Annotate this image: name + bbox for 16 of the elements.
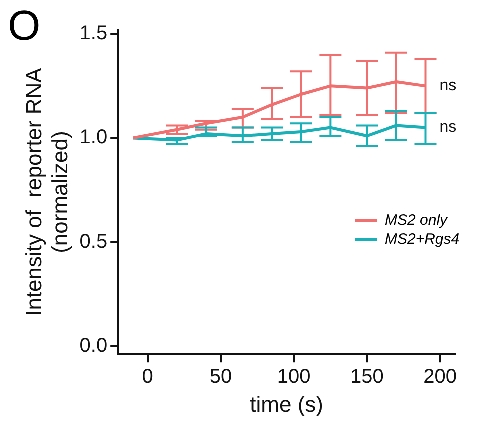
x-tick-label: 50 — [210, 366, 232, 388]
legend-label: MS2+Rgs4 — [385, 231, 460, 248]
annotation: ns — [440, 78, 457, 95]
x-tick-label: 200 — [424, 366, 458, 388]
x-tick-label: 150 — [350, 366, 384, 388]
x-tick-label: 100 — [277, 366, 311, 388]
annotation: ns — [440, 119, 457, 136]
x-tick-label: 0 — [142, 366, 154, 388]
y-tick-label: 1.0 — [80, 126, 108, 149]
text: O — [8, 2, 41, 50]
x-axis-title: time (s) — [250, 392, 324, 417]
y-tick-label: 0.5 — [80, 230, 108, 253]
legend-label: MS2 only — [385, 212, 448, 229]
y-tick-label: 1.5 — [80, 22, 108, 45]
y-axis-title: Intensity of reporter RNA (normalized) — [21, 68, 73, 316]
y-tick-label: 0.0 — [80, 334, 108, 357]
